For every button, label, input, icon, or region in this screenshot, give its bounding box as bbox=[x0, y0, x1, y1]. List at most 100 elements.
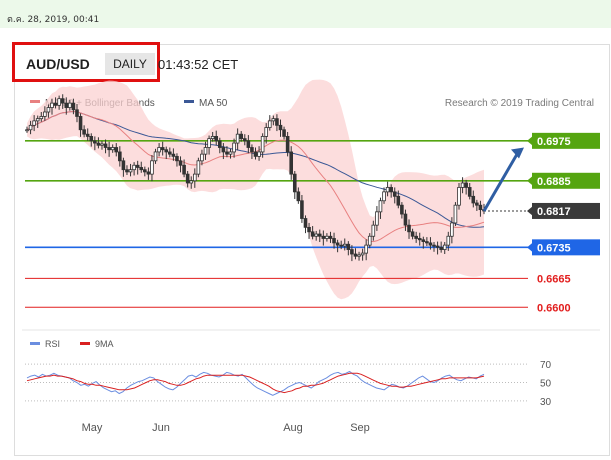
candle bbox=[332, 238, 336, 244]
candle bbox=[314, 233, 318, 237]
instrument-header[interactable]: AUD/USD DAILY bbox=[12, 42, 160, 82]
level-tag-pointer bbox=[527, 205, 533, 216]
candle bbox=[107, 147, 111, 151]
candle bbox=[50, 102, 54, 108]
candle bbox=[417, 238, 422, 241]
candle bbox=[400, 204, 404, 215]
candle bbox=[342, 243, 347, 247]
candle bbox=[96, 142, 101, 146]
level-label: 0.6975 bbox=[537, 136, 571, 148]
candle bbox=[68, 102, 72, 108]
candle bbox=[428, 242, 433, 246]
candle bbox=[139, 167, 144, 171]
candle bbox=[357, 254, 361, 257]
candle bbox=[178, 160, 183, 166]
timestamp: ต.ค. 28, 2019, 00:41 bbox=[7, 15, 100, 25]
candle bbox=[403, 213, 408, 226]
candle bbox=[435, 245, 440, 248]
candle bbox=[296, 191, 301, 202]
level-tag bbox=[532, 202, 600, 219]
candle bbox=[346, 243, 351, 250]
candle bbox=[300, 200, 304, 219]
rsi-level-label: 30 bbox=[540, 397, 552, 408]
candle bbox=[439, 246, 443, 250]
x-axis-label: May bbox=[82, 422, 103, 434]
candle bbox=[282, 129, 286, 137]
candle bbox=[414, 235, 418, 239]
candle bbox=[235, 133, 240, 144]
candle bbox=[371, 224, 376, 237]
level-tag-pointer bbox=[527, 242, 533, 253]
candle bbox=[143, 169, 147, 173]
rsi-legend-swatch bbox=[30, 342, 40, 345]
candle bbox=[153, 151, 158, 162]
timeframe-badge[interactable]: DAILY bbox=[105, 53, 155, 75]
candle bbox=[228, 151, 233, 155]
level-label: 0.6600 bbox=[537, 302, 571, 314]
candle bbox=[350, 249, 354, 255]
candle bbox=[385, 187, 390, 193]
candle bbox=[317, 233, 322, 237]
candle bbox=[475, 202, 479, 206]
candle bbox=[467, 187, 472, 197]
candle bbox=[478, 204, 483, 211]
candle bbox=[225, 151, 229, 155]
level-tag bbox=[532, 172, 600, 189]
candle bbox=[310, 231, 315, 237]
candle bbox=[239, 133, 244, 140]
x-axis-label: Aug bbox=[283, 422, 303, 434]
candle bbox=[364, 244, 368, 254]
rsi-ma-line bbox=[26, 372, 485, 394]
rsi-layer: 70 50 30 bbox=[25, 360, 552, 408]
rsi-level-label: 70 bbox=[540, 360, 552, 371]
candle bbox=[78, 116, 83, 131]
level-label: 0.6817 bbox=[537, 206, 571, 218]
candle bbox=[392, 191, 397, 197]
candle bbox=[53, 102, 58, 106]
candle bbox=[214, 136, 219, 142]
candle bbox=[450, 222, 454, 237]
candle bbox=[389, 187, 393, 193]
candle bbox=[39, 116, 44, 120]
candle bbox=[60, 98, 65, 104]
candle bbox=[253, 151, 258, 157]
candle bbox=[110, 147, 115, 151]
candle bbox=[89, 136, 94, 142]
rsi-legend-label: RSI bbox=[45, 339, 60, 349]
level-label: 0.6885 bbox=[537, 176, 571, 188]
candle bbox=[132, 164, 136, 171]
candle bbox=[275, 118, 279, 126]
candle bbox=[328, 235, 333, 239]
candle bbox=[189, 180, 194, 184]
candle bbox=[71, 102, 76, 111]
candle bbox=[246, 140, 251, 148]
x-axis: May Jun Aug Sep bbox=[82, 422, 370, 434]
candle bbox=[460, 182, 465, 188]
candle bbox=[289, 151, 294, 175]
candle bbox=[121, 160, 126, 171]
candle bbox=[292, 173, 297, 193]
header-time: 01:43:52 CET bbox=[158, 57, 239, 72]
candle bbox=[146, 171, 151, 175]
rsi-line bbox=[26, 370, 485, 396]
candle bbox=[250, 147, 254, 153]
candle bbox=[135, 164, 140, 168]
candle bbox=[114, 147, 119, 153]
candle bbox=[32, 120, 36, 126]
ma50-legend-swatch bbox=[184, 100, 194, 103]
instrument-pair[interactable]: AUD/USD bbox=[26, 56, 90, 72]
candle bbox=[128, 169, 133, 173]
candle bbox=[278, 124, 283, 131]
level-label: 0.6735 bbox=[537, 242, 571, 254]
candle bbox=[382, 191, 386, 202]
candle bbox=[25, 129, 29, 132]
candle bbox=[207, 138, 211, 148]
candle bbox=[425, 241, 429, 244]
candle bbox=[457, 187, 461, 206]
candle bbox=[432, 244, 436, 247]
bollinger-band bbox=[27, 79, 484, 300]
candle bbox=[217, 140, 222, 148]
candle bbox=[285, 136, 290, 153]
candle bbox=[325, 235, 329, 239]
